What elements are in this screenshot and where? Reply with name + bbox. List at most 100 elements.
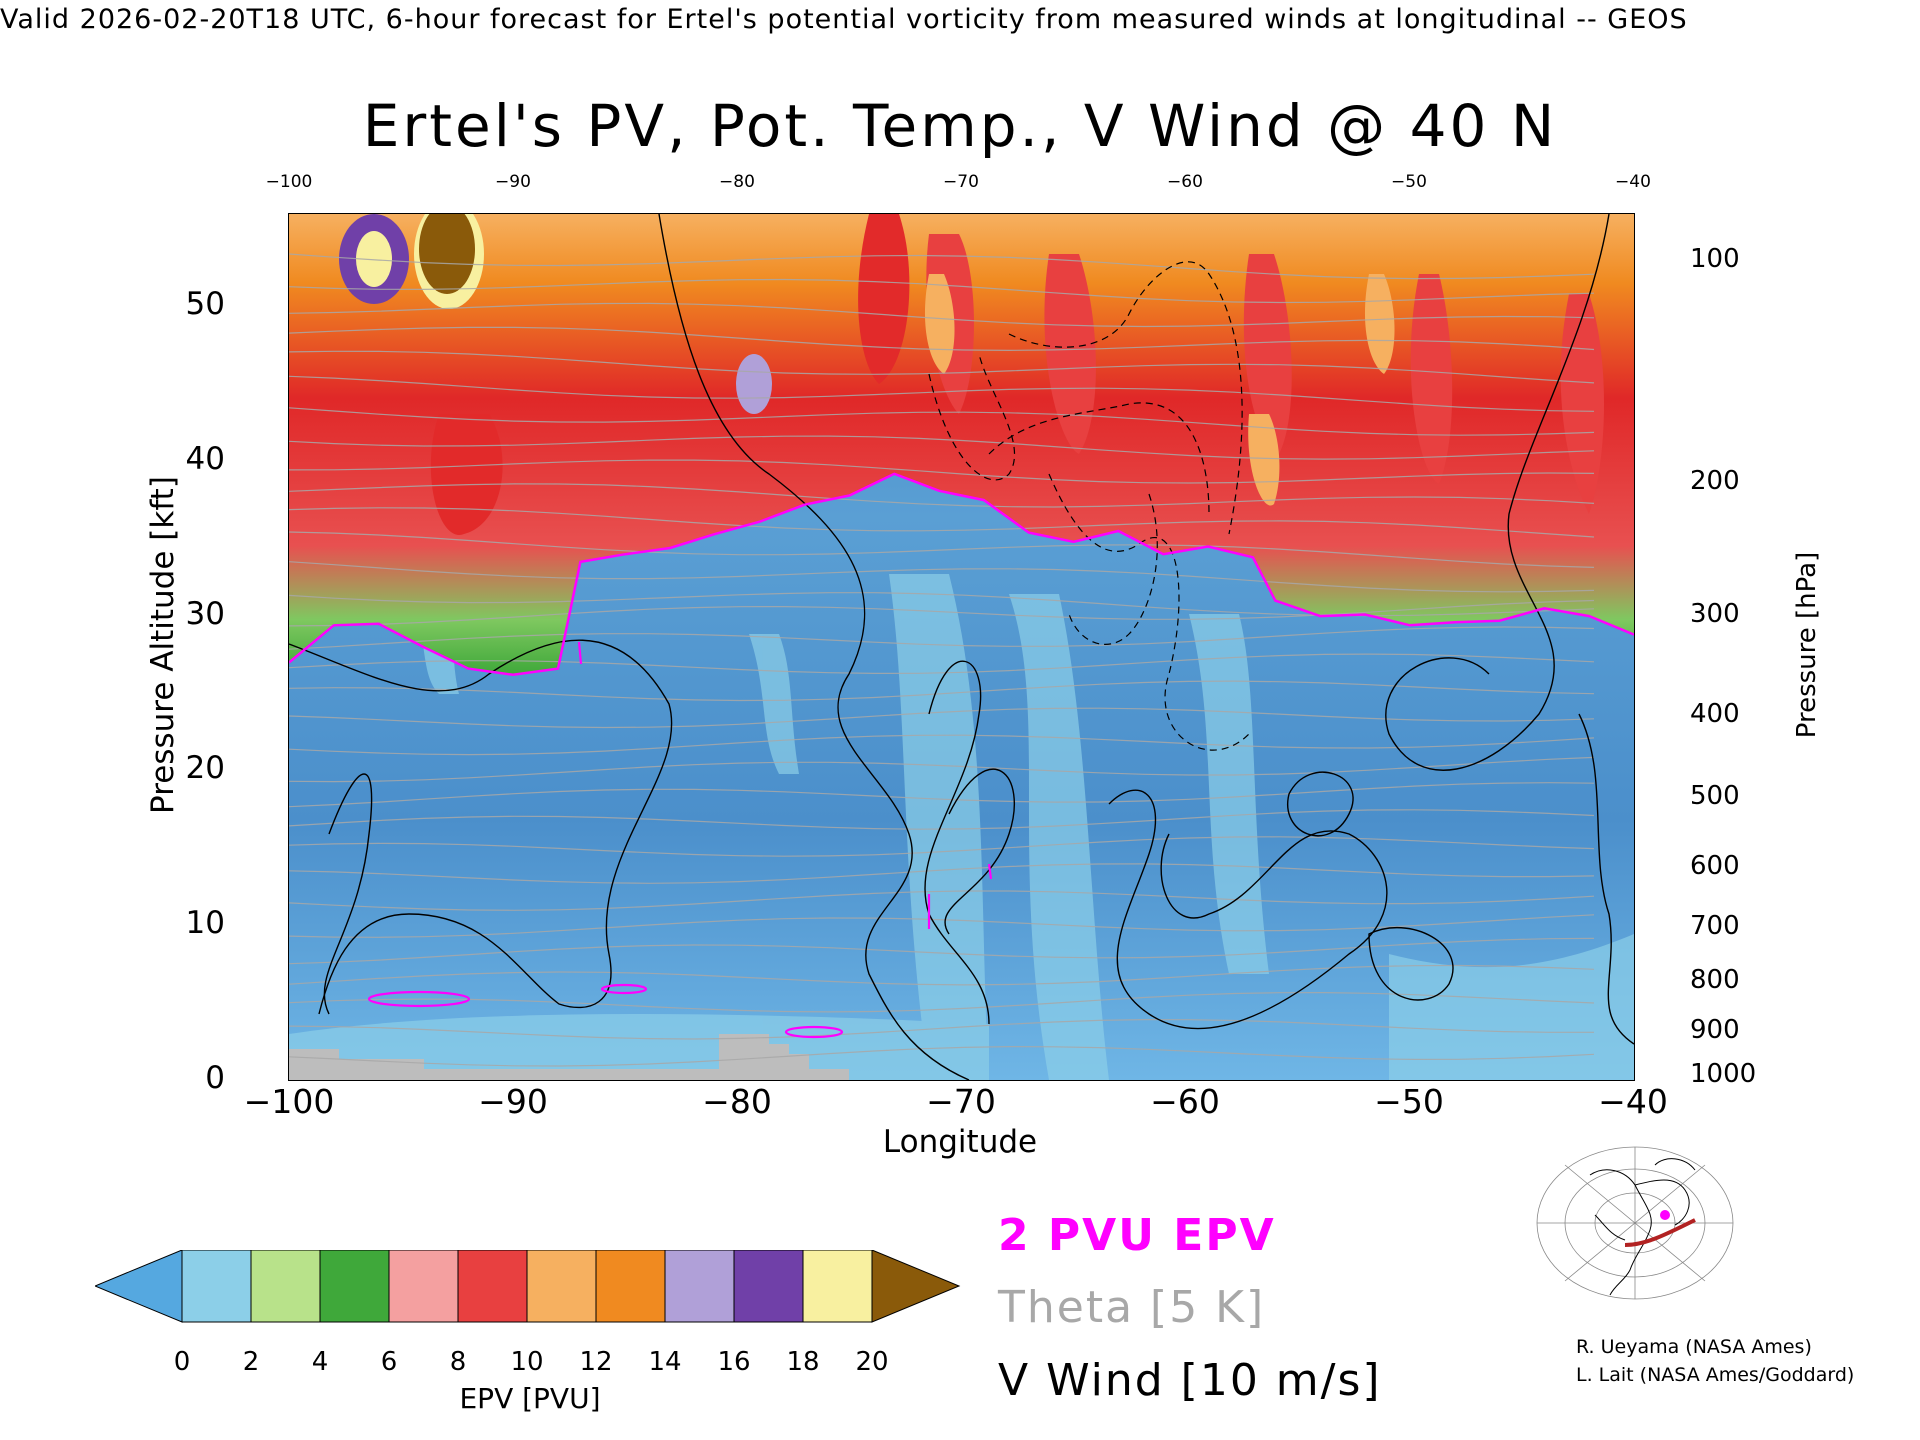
v-wind-contours (289, 214, 1634, 1080)
top-tick-label: −100 (265, 172, 313, 192)
legend-pvu: 2 PVU EPV (998, 1210, 1276, 1261)
colorbar-tick-label: 4 (311, 1347, 329, 1377)
theta-contour-line (289, 531, 1595, 568)
top-tick-label: −90 (495, 172, 531, 192)
colorbar-svg (93, 1249, 961, 1323)
theta-contour-line (289, 302, 1595, 328)
theta-contour-line (289, 483, 1595, 508)
pressure-tick-label: 1000 (1690, 1059, 1757, 1090)
legend-theta: Theta [5 K] (998, 1282, 1266, 1333)
colorbar-segment (250, 1249, 321, 1323)
stratosphere-region (289, 214, 1634, 675)
colorbar (93, 1249, 965, 1334)
chart-title: Ertel's PV, Pot. Temp., V Wind @ 40 N (362, 92, 1558, 160)
plot-area (288, 213, 1635, 1081)
theta-contour-line (289, 278, 1595, 304)
theta-contour-line (289, 680, 1595, 702)
colorbar-segment (388, 1249, 459, 1323)
colorbar-tick-label: 10 (510, 1347, 544, 1377)
pressure-tick-label: 300 (1690, 598, 1740, 629)
theta-contour-line (289, 1045, 1595, 1067)
colorbar-segment (526, 1249, 597, 1323)
pressure-tick-label: 600 (1690, 850, 1740, 881)
colorbar-label: EPV [PVU] (459, 1382, 601, 1415)
credit-line-1: R. Ueyama (NASA Ames) (1576, 1336, 1812, 1358)
pressure-tick-label: 100 (1690, 244, 1740, 275)
theta-contour-line (289, 707, 1595, 729)
colorbar-segment (664, 1249, 735, 1323)
theta-contour-line (289, 991, 1595, 1013)
terrain-fill (289, 1034, 849, 1080)
theta-contour-line (289, 734, 1595, 756)
theta-contour-line (289, 756, 1595, 783)
top-tick-label: −60 (1167, 172, 1203, 192)
y-tick-label: 20 (185, 750, 225, 786)
colorbar-low-arrow (93, 1249, 183, 1323)
colorbar-segment (802, 1249, 873, 1323)
page-header: Valid 2026-02-20T18 UTC, 6-hour forecast… (0, 4, 1688, 35)
extreme-pv-blob (339, 214, 772, 414)
legend-vwind: V Wind [10 m/s] (998, 1355, 1382, 1406)
theta-contour-line (289, 350, 1595, 384)
x-axis-title: Longitude (882, 1124, 1038, 1160)
theta-contour-line (289, 326, 1595, 352)
pvu-small-contours (367, 641, 993, 1039)
theta-contour-line (289, 1018, 1594, 1040)
colorbar-tick-label: 2 (242, 1347, 260, 1377)
theta-contour-line (289, 375, 1595, 412)
pressure-tick-label: 900 (1690, 1014, 1740, 1045)
top-tick-label: −80 (719, 172, 755, 192)
theta-contour-line (289, 653, 1595, 675)
pressure-tick-label: 400 (1690, 699, 1740, 730)
pressure-tick-label: 500 (1690, 781, 1740, 811)
theta-contour-line (289, 836, 1595, 857)
y-tick-label: 50 (185, 286, 225, 322)
north-america-map-icon (1535, 1145, 1735, 1304)
colorbar-tick-label: 0 (173, 1347, 191, 1377)
x-tick-label: −50 (1374, 1082, 1444, 1121)
pressure-tick-label: 200 (1690, 465, 1740, 496)
theta-contour-line (289, 507, 1595, 538)
theta-contour-line (289, 253, 1595, 280)
colorbar-high-arrow (871, 1249, 961, 1323)
x-tick-label: −90 (478, 1082, 548, 1121)
top-tick-label: −40 (1615, 172, 1651, 192)
theta-contour-line (289, 964, 1595, 986)
theta-contour-line (289, 407, 1595, 436)
colorbar-tick-label: 20 (855, 1347, 889, 1377)
theta-contour-line (289, 599, 1595, 627)
x-tick-label: −70 (926, 1082, 996, 1121)
x-tick-label: −60 (1150, 1082, 1220, 1121)
theta-contour-line (289, 937, 1595, 965)
colorbar-segment (181, 1249, 252, 1323)
top-tick-label: −70 (943, 172, 979, 192)
colorbar-tick-label: 12 (579, 1347, 613, 1377)
map-inset-svg (1536, 1146, 1734, 1300)
colorbar-segment (733, 1249, 804, 1323)
top-tick-label: −50 (1391, 172, 1427, 192)
colorbar-tick-label: 16 (717, 1347, 751, 1377)
theta-contour-line (289, 459, 1595, 484)
y-axis-right-title: Pressure [hPa] (1792, 551, 1822, 739)
colorbar-segment (595, 1249, 666, 1323)
colorbar-segment (457, 1249, 528, 1323)
colorbar-tick-label: 8 (449, 1347, 467, 1377)
theta-contour-line (289, 809, 1595, 830)
y-tick-label: 0 (205, 1060, 225, 1096)
y-tick-label: 30 (185, 596, 225, 632)
colorbar-tick-label: 18 (786, 1347, 820, 1377)
y-tick-label: 10 (185, 905, 225, 941)
y-axis-title: Pressure Altitude [kft] (145, 476, 181, 814)
theta-contour-line (289, 890, 1595, 911)
tropopause-2pvu-line (289, 472, 1634, 677)
y-tick-label: 40 (185, 441, 225, 477)
theta-contours (289, 253, 1595, 1067)
theta-contour-line (289, 782, 1595, 808)
x-tick-label: −80 (702, 1082, 772, 1121)
high-pv-fill (289, 214, 1634, 675)
colorbar-segment (319, 1249, 390, 1323)
theta-contour-line (289, 592, 1595, 617)
x-tick-label: −100 (243, 1082, 335, 1121)
theta-contour-line (289, 435, 1595, 460)
credit-line-2: L. Lait (NASA Ames/Goddard) (1576, 1364, 1855, 1386)
